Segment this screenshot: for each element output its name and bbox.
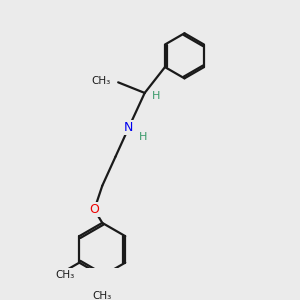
Text: CH₃: CH₃ bbox=[56, 270, 75, 280]
Text: H: H bbox=[152, 91, 160, 100]
Text: CH₃: CH₃ bbox=[93, 291, 112, 300]
Text: N: N bbox=[124, 121, 134, 134]
Text: H: H bbox=[139, 132, 148, 142]
Text: O: O bbox=[89, 203, 99, 216]
Text: CH₃: CH₃ bbox=[91, 76, 110, 86]
